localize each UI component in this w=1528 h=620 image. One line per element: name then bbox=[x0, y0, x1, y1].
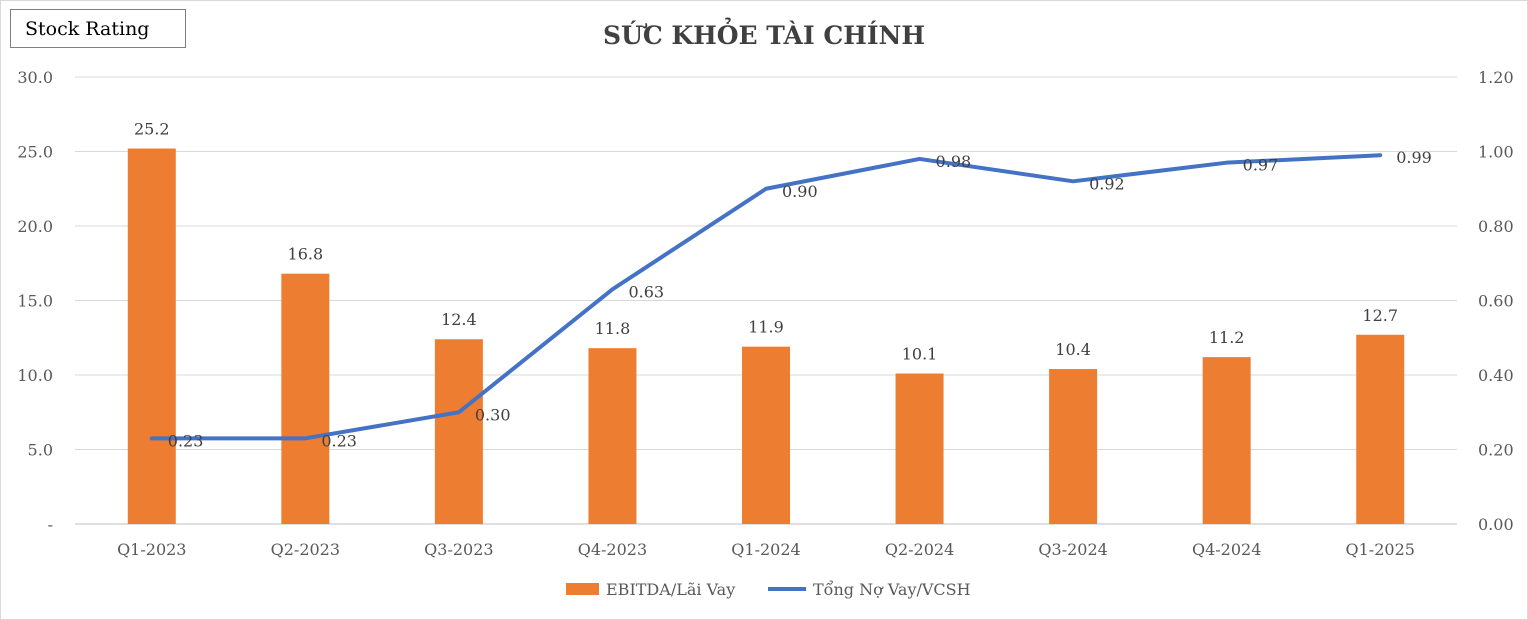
line-data-label: 0.30 bbox=[475, 405, 511, 424]
bar bbox=[895, 373, 944, 524]
x-tick-label: Q2-2023 bbox=[271, 540, 340, 559]
line-data-label: 0.98 bbox=[936, 152, 972, 171]
left-tick-label: 10.0 bbox=[17, 366, 53, 385]
line-series bbox=[149, 153, 1383, 441]
line-path bbox=[149, 153, 1383, 441]
bar bbox=[588, 348, 637, 524]
stock-rating-badge: Stock Rating bbox=[10, 9, 186, 48]
legend-swatch-ebitda bbox=[566, 583, 599, 595]
right-axis-ticks: 0.00 0.20 0.40 0.60 0.80 1.00 1.20 bbox=[1478, 68, 1514, 534]
right-tick-label: 0.20 bbox=[1478, 441, 1514, 460]
right-tick-label: 1.00 bbox=[1478, 143, 1514, 162]
left-tick-label: 25.0 bbox=[17, 143, 53, 162]
x-tick-label: Q4-2023 bbox=[578, 540, 647, 559]
bar-data-label: 12.4 bbox=[441, 310, 477, 329]
left-tick-label: 20.0 bbox=[17, 217, 53, 236]
x-tick-label: Q1-2023 bbox=[117, 540, 186, 559]
left-axis-ticks: - 5.0 10.0 15.0 20.0 25.0 30.0 bbox=[17, 68, 53, 534]
bar bbox=[434, 339, 483, 524]
bar bbox=[1202, 357, 1251, 524]
bar-data-label: 12.7 bbox=[1362, 306, 1398, 325]
line-data-label: 0.99 bbox=[1396, 148, 1432, 167]
bar bbox=[281, 273, 330, 524]
bar-data-label: 25.2 bbox=[134, 120, 170, 139]
legend-label-debt: Tổng Nợ Vay/VCSH bbox=[813, 580, 971, 599]
line-data-label: 0.63 bbox=[628, 282, 664, 301]
legend-label-ebitda: EBITDA/Lãi Vay bbox=[606, 580, 735, 599]
x-tick-label: Q3-2024 bbox=[1038, 540, 1107, 559]
x-tick-label: Q1-2024 bbox=[731, 540, 800, 559]
left-tick-label: 30.0 bbox=[17, 68, 53, 87]
bar-data-label: 10.1 bbox=[902, 345, 938, 364]
right-tick-label: 0.60 bbox=[1478, 292, 1514, 311]
left-tick-label: 5.0 bbox=[28, 441, 53, 460]
bar bbox=[742, 346, 790, 524]
bar-data-label: 11.8 bbox=[595, 319, 631, 338]
x-tick-label: Q3-2023 bbox=[424, 540, 493, 559]
right-tick-label: 0.00 bbox=[1478, 515, 1514, 534]
line-data-labels: 0.23 0.23 0.30 0.63 0.90 0.98 0.92 0.97 0.99 bbox=[168, 148, 1432, 450]
line-data-label: 0.92 bbox=[1089, 174, 1125, 193]
bar-data-label: 11.2 bbox=[1209, 328, 1245, 347]
bar bbox=[127, 148, 176, 524]
line-data-label: 0.90 bbox=[782, 182, 818, 201]
bar-data-label: 11.9 bbox=[748, 318, 784, 337]
right-tick-label: 0.80 bbox=[1478, 217, 1514, 236]
bar bbox=[1049, 369, 1098, 524]
bar-series bbox=[127, 148, 1405, 524]
bar-data-labels: 25.2 16.8 12.4 11.8 11.9 10.1 10.4 11.2 12.7 bbox=[134, 120, 1398, 364]
left-tick-label: - bbox=[48, 515, 53, 534]
x-axis-ticks: Q1-2023 Q2-2023 Q3-2023 Q4-2023 Q1-2024 Q2-20… bbox=[117, 540, 1415, 559]
right-tick-label: 0.40 bbox=[1478, 366, 1514, 385]
line-data-label: 0.23 bbox=[321, 431, 357, 450]
left-tick-label: 15.0 bbox=[17, 292, 53, 311]
x-tick-label: Q1-2025 bbox=[1346, 540, 1415, 559]
line-data-label: 0.97 bbox=[1243, 156, 1279, 175]
right-tick-label: 1.20 bbox=[1478, 68, 1514, 87]
bar-data-label: 16.8 bbox=[288, 245, 324, 264]
bar-data-label: 10.4 bbox=[1055, 340, 1091, 359]
x-tick-label: Q4-2024 bbox=[1192, 540, 1261, 559]
x-tick-label: Q2-2024 bbox=[885, 540, 954, 559]
line-data-label: 0.23 bbox=[168, 431, 204, 450]
bar bbox=[1356, 334, 1405, 524]
chart-title: SỨC KHỎE TÀI CHÍNH bbox=[603, 18, 925, 50]
legend: EBITDA/Lãi Vay Tổng Nợ Vay/VCSH bbox=[566, 580, 971, 599]
